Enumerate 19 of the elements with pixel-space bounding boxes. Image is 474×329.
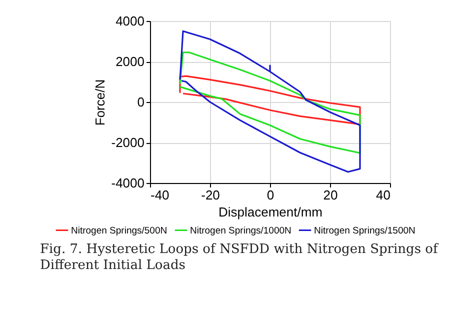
x-tick-label: 40 — [376, 188, 390, 202]
y-tick-label: 0 — [137, 94, 144, 110]
caption: Fig. 7. Hysteretic Loops of NSFDD with Nitrogen Springs of Different Initial Loads — [40, 242, 440, 274]
x-tick-label: -20 — [201, 188, 220, 202]
y-axis-title: Force/N — [92, 79, 108, 126]
line-series — [179, 30, 361, 173]
x-tick-label: 0 — [266, 188, 274, 202]
y-tick-label: 4000 — [116, 14, 144, 28]
line-series — [179, 52, 361, 154]
line-series — [179, 75, 361, 126]
x-tick-label: 20 — [323, 188, 338, 202]
legend-label: Nitrogen Springs/1000N — [190, 225, 292, 236]
x-axis-title: Displacement/mm — [218, 204, 323, 220]
x-tick-label: -40 — [150, 188, 170, 202]
y-tick-label: -2000 — [111, 135, 144, 150]
y-tick-label: 2000 — [116, 54, 144, 69]
legend-label: Nitrogen Springs/500N — [71, 225, 168, 236]
y-tick-label: -4000 — [111, 176, 144, 190]
legend-label: Nitrogen Springs/1500N — [314, 225, 416, 236]
